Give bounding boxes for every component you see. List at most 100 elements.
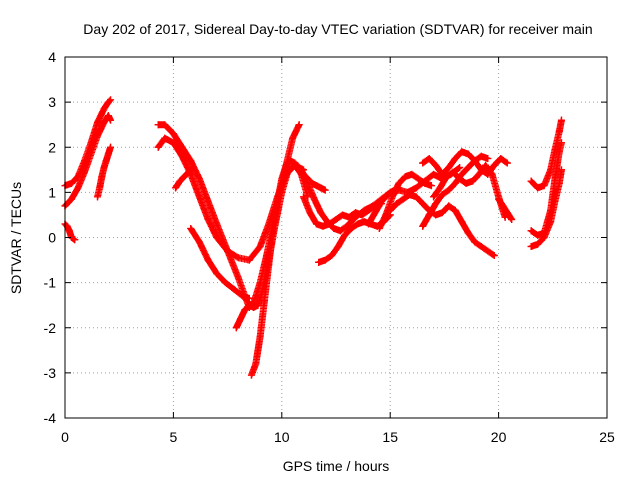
data-point <box>419 200 427 208</box>
data-point <box>241 306 249 314</box>
data-point <box>185 168 193 176</box>
series-markers <box>94 143 115 201</box>
data-point <box>475 170 483 178</box>
x-tick-label: 0 <box>61 429 69 445</box>
data-point <box>534 231 542 239</box>
data-point <box>438 209 446 217</box>
data-point <box>469 177 477 185</box>
data-point <box>304 175 312 183</box>
data-point <box>508 215 516 223</box>
data-point <box>432 211 440 219</box>
data-point <box>213 234 221 241</box>
data-point <box>484 247 492 255</box>
data-point <box>94 132 102 140</box>
series-track-18 <box>419 148 511 178</box>
data-point <box>278 175 286 183</box>
data-point <box>408 170 416 178</box>
data-point <box>187 157 195 165</box>
data-point <box>393 200 401 208</box>
data-point <box>375 224 383 232</box>
data-point <box>204 256 212 264</box>
data-point <box>557 116 565 124</box>
data-point <box>471 238 479 246</box>
data-point <box>527 227 535 235</box>
data-point <box>299 193 307 201</box>
data-point <box>365 220 373 228</box>
data-point <box>343 222 351 230</box>
data-point <box>421 179 429 187</box>
data-point <box>256 243 264 251</box>
data-point <box>436 184 444 192</box>
data-point <box>495 195 503 203</box>
data-point <box>482 161 490 169</box>
y-tick-label: 1 <box>48 184 56 200</box>
data-point <box>169 130 177 138</box>
series-track-22 <box>527 116 565 192</box>
data-point <box>438 170 446 178</box>
data-point <box>458 170 466 178</box>
data-point <box>555 127 563 135</box>
grid-layer <box>65 57 607 418</box>
data-point <box>291 159 299 167</box>
data-point <box>477 152 485 160</box>
data-point <box>412 193 420 201</box>
data-point <box>71 236 79 244</box>
x-tick-label: 20 <box>491 429 507 445</box>
data-point <box>312 182 320 190</box>
data-point <box>104 112 112 120</box>
data-point <box>332 215 340 223</box>
series-markers <box>247 157 299 379</box>
data-point <box>321 186 329 194</box>
x-axis-label: GPS time / hours <box>283 458 390 474</box>
data-point <box>312 220 320 228</box>
data-point <box>245 256 253 264</box>
data-point <box>399 195 407 203</box>
series-markers <box>232 161 312 332</box>
data-point <box>176 177 184 185</box>
series-track-3 <box>61 220 79 244</box>
data-point <box>445 164 453 172</box>
y-tick-label: 0 <box>48 230 56 246</box>
data-point <box>98 173 106 181</box>
data-point <box>445 202 453 210</box>
data-point <box>365 206 373 214</box>
data-point <box>68 179 76 187</box>
data-point <box>386 206 394 214</box>
data-point <box>484 155 492 163</box>
data-point <box>100 118 108 126</box>
data-point <box>430 170 438 178</box>
data-point <box>254 301 262 309</box>
data-point <box>317 209 325 217</box>
data-point <box>419 159 427 167</box>
data-point <box>432 200 440 208</box>
data-point <box>195 193 203 201</box>
series-track-1 <box>61 96 115 190</box>
data-point <box>445 186 453 194</box>
data-point <box>557 166 565 174</box>
data-point <box>187 224 195 232</box>
data-point <box>527 177 535 185</box>
data-point <box>451 179 459 187</box>
data-point <box>96 184 104 192</box>
data-point <box>328 252 336 260</box>
data-point <box>107 143 115 151</box>
ticks-layer: -4 -3 -2 -1 0 1 2 3 4 0 5 10 15 20 25 <box>44 49 615 445</box>
data-point <box>306 209 314 217</box>
data-point <box>451 206 459 214</box>
data-point <box>299 170 307 178</box>
data-point <box>345 213 353 221</box>
y-tick-label: 4 <box>48 49 56 65</box>
data-point <box>325 220 333 228</box>
data-point <box>107 96 115 104</box>
data-point <box>425 211 433 219</box>
data-point <box>341 231 349 239</box>
data-point <box>401 173 409 181</box>
data-point <box>371 209 379 217</box>
data-point <box>260 297 268 305</box>
data-point <box>247 371 255 379</box>
data-point <box>425 155 433 163</box>
data-point <box>172 184 180 192</box>
data-point <box>534 240 542 248</box>
data-point <box>458 218 466 226</box>
data-point <box>100 105 108 113</box>
